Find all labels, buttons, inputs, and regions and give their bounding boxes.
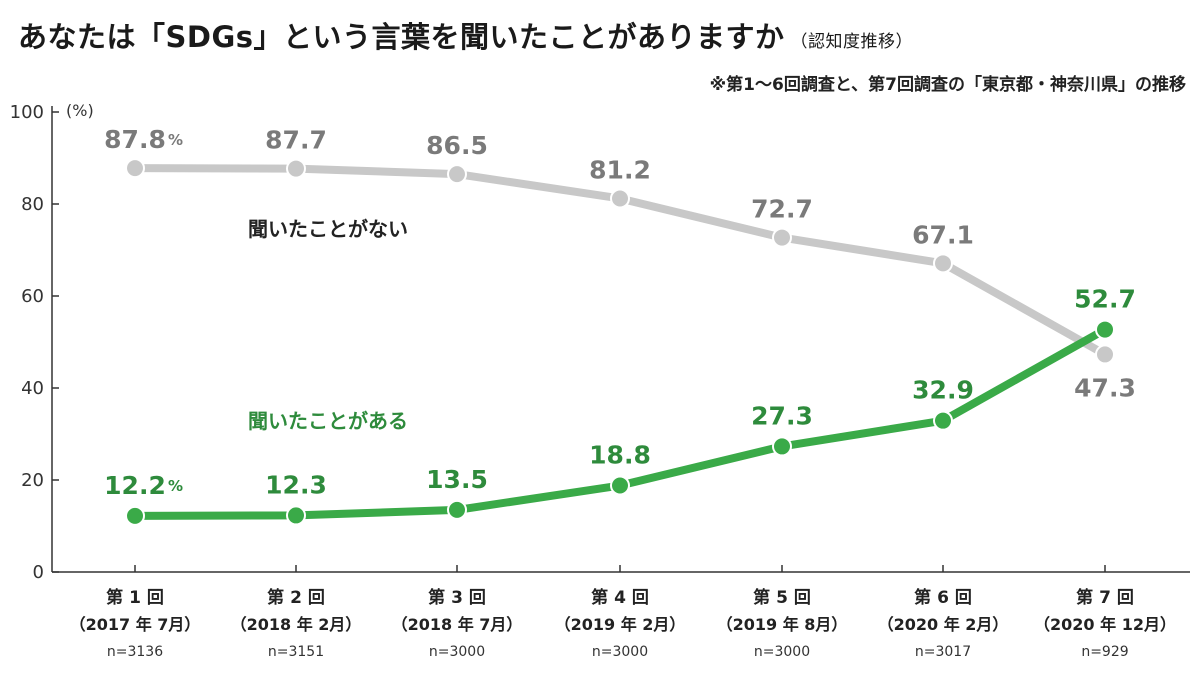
x-tick-label-round: 第 3 回 (428, 587, 486, 608)
x-tick-label-round: 第 5 回 (753, 587, 811, 608)
x-tick-label-period: （2018 年 7月） (392, 615, 523, 634)
chart-title-sub: （認知度推移） (790, 32, 914, 52)
data-label-heard: 27.3 (751, 401, 813, 430)
data-label-heard: 18.8 (589, 441, 651, 470)
y-axis-unit: (%) (66, 101, 94, 120)
x-tick-label-period: （2018 年 2月） (231, 615, 362, 634)
x-tick-label-period: （2019 年 2月） (555, 615, 686, 634)
x-tick-label-round: 第 4 回 (591, 587, 649, 608)
data-label-heard: 52.7 (1074, 285, 1136, 314)
x-tick-label-n: n=929 (1081, 644, 1128, 660)
data-label-heard: 12.2 (104, 471, 166, 500)
y-tick-label: 40 (21, 378, 44, 399)
x-tick-label-round: 第 6 回 (914, 587, 972, 608)
data-label-never-heard: 47.3 (1074, 373, 1136, 402)
chart-title: あなたは「SDGs」という言葉を聞いたことがありますか （認知度推移） (18, 14, 913, 56)
x-tick-label-n: n=3000 (429, 644, 485, 660)
x-tick-label-period: （2019 年 8月） (717, 615, 848, 634)
data-point (772, 227, 792, 248)
series-name-never-heard: 聞いたことがない (248, 217, 408, 241)
data-point (610, 475, 630, 496)
data-point (933, 253, 953, 274)
x-tick-label-period: （2020 年 2月） (878, 615, 1009, 634)
data-label-never-heard: 87.7 (265, 126, 327, 155)
series-name-heard: 聞いたことがある (248, 409, 408, 433)
data-point (125, 505, 145, 526)
x-tick-label-n: n=3017 (915, 644, 971, 660)
x-tick-label-n: n=3000 (754, 644, 810, 660)
data-label-never-heard: 87.8 (104, 125, 166, 154)
y-tick-label: 100 (10, 102, 44, 123)
data-point (772, 436, 792, 457)
data-point (447, 499, 467, 520)
data-label-never-heard: 81.2 (589, 155, 651, 184)
y-tick-label: 0 (33, 562, 44, 583)
data-label-unit: % (168, 477, 183, 495)
x-tick-label-round: 第 2 回 (267, 587, 325, 608)
x-tick-label-n: n=3000 (592, 644, 648, 660)
x-tick-label-round: 第 1 回 (106, 587, 164, 608)
data-point (125, 158, 145, 179)
data-label-heard: 32.9 (912, 376, 974, 405)
data-label-never-heard: 72.7 (751, 195, 813, 224)
data-label-heard: 12.3 (265, 470, 327, 499)
data-point (1095, 319, 1115, 340)
chart-title-main: あなたは「SDGs」という言葉を聞いたことがありますか (18, 20, 785, 54)
y-tick-label: 60 (21, 286, 44, 307)
x-tick-label-n: n=3136 (107, 644, 163, 660)
data-point (933, 410, 953, 431)
y-tick-label: 20 (21, 470, 44, 491)
data-label-heard: 13.5 (426, 465, 488, 494)
chart-note: ※第1〜6回調査と、第7回調査の「東京都・神奈川県」の推移 (709, 75, 1186, 95)
data-point (286, 158, 306, 179)
data-point (286, 505, 306, 526)
x-tick-label-period: （2017 年 7月） (70, 615, 201, 634)
x-tick-label-period: （2020 年 12月） (1034, 615, 1176, 634)
data-label-never-heard: 86.5 (426, 131, 488, 160)
data-label-unit: % (168, 131, 183, 149)
y-tick-label: 80 (21, 194, 44, 215)
x-tick-label-round: 第 7 回 (1076, 587, 1134, 608)
data-point (447, 164, 467, 185)
x-tick-label-n: n=3151 (268, 644, 324, 660)
data-point (610, 188, 630, 209)
data-label-never-heard: 67.1 (912, 220, 974, 249)
data-point (1095, 344, 1115, 365)
